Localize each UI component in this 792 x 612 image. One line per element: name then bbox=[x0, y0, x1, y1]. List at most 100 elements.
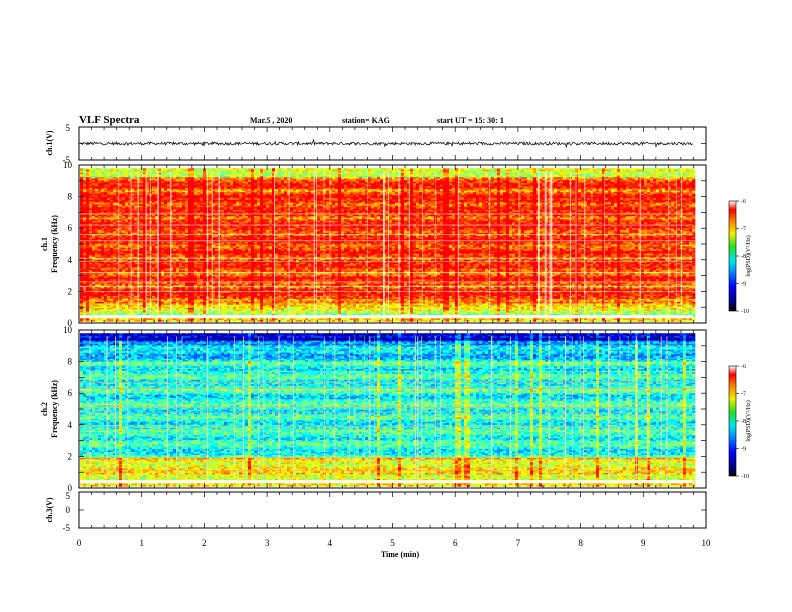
spectrogram-cell bbox=[83, 300, 87, 303]
spectrogram-cell bbox=[104, 250, 108, 253]
spectrogram-cell bbox=[95, 300, 99, 303]
spectrogram-cell bbox=[131, 211, 135, 214]
spectrogram-cell bbox=[107, 300, 111, 303]
spectrogram-cell bbox=[80, 223, 84, 226]
spectrogram-cell bbox=[119, 295, 123, 298]
spectrogram-cell bbox=[80, 186, 84, 188]
spectrogram-cell bbox=[83, 226, 87, 229]
spectrogram-cell bbox=[80, 249, 84, 252]
spectrogram-cell bbox=[122, 207, 126, 209]
spectrogram-cell bbox=[95, 190, 99, 193]
spectrogram-cell bbox=[89, 249, 93, 252]
spectrogram-cell bbox=[80, 234, 84, 237]
spectrogram-cell bbox=[110, 318, 114, 321]
spectrogram-cell bbox=[80, 261, 84, 264]
spectrogram-cell bbox=[110, 189, 114, 191]
spectrogram-cell bbox=[92, 198, 96, 200]
spectrogram-cell bbox=[101, 172, 105, 175]
spectrogram-cell bbox=[149, 319, 153, 322]
spectrogram-cell bbox=[122, 232, 126, 235]
spectrogram-cell bbox=[122, 231, 126, 234]
spectrogram-cell bbox=[92, 199, 96, 202]
spectrogram-cell bbox=[98, 220, 102, 223]
spectrogram-cell bbox=[122, 183, 126, 185]
spectrogram-cell bbox=[110, 232, 114, 235]
spectrogram-cell bbox=[119, 237, 123, 240]
spectrogram-cell bbox=[95, 244, 99, 247]
spectrogram-cell bbox=[83, 192, 87, 194]
spectrogram-cell bbox=[101, 241, 105, 244]
spectrogram-cell bbox=[101, 174, 105, 176]
spectrogram-cell bbox=[113, 261, 117, 264]
spectrogram-cell bbox=[83, 172, 87, 175]
spectrogram-cell bbox=[113, 183, 117, 185]
spectrogram-cell bbox=[104, 303, 108, 306]
spectrogram-cell bbox=[122, 192, 126, 194]
spectrogram-cell bbox=[110, 312, 114, 315]
spectrogram-cell bbox=[104, 181, 108, 184]
spectrogram-cell bbox=[119, 220, 123, 223]
spectrogram-cell bbox=[116, 268, 120, 271]
spectrogram-cell bbox=[89, 312, 93, 315]
spectrogram-cell bbox=[110, 229, 114, 232]
spectrogram-cell bbox=[119, 189, 123, 191]
spectrogram-cell bbox=[86, 228, 90, 231]
spectrogram-cell bbox=[107, 283, 111, 286]
spectrogram-cell bbox=[215, 220, 219, 223]
spectrogram-cell bbox=[86, 313, 90, 316]
spectrogram-cell bbox=[119, 219, 123, 221]
spectrogram-cell bbox=[92, 193, 96, 196]
spectrogram-cell bbox=[122, 238, 126, 241]
spectrogram-cell bbox=[110, 177, 114, 179]
spectrogram-cell bbox=[98, 292, 102, 295]
spectrogram-cell bbox=[119, 240, 123, 243]
spectrogram-cell bbox=[101, 268, 105, 271]
spectrogram-cell bbox=[122, 169, 126, 172]
spectrogram-cell bbox=[197, 220, 201, 223]
spectrogram-cell bbox=[104, 307, 108, 310]
spectrogram-cell bbox=[119, 205, 123, 208]
spectrogram-cell bbox=[98, 249, 102, 252]
spectrogram-cell bbox=[98, 279, 102, 282]
spectrogram-cell bbox=[110, 261, 114, 264]
spectrogram-cell bbox=[98, 204, 102, 206]
spectrogram-cell bbox=[98, 228, 102, 231]
spectrogram-cell bbox=[158, 319, 162, 322]
spectrogram-cell bbox=[122, 297, 126, 300]
spectrogram-cell bbox=[98, 175, 102, 178]
spectrogram-cell bbox=[89, 175, 93, 178]
spectrogram-cell bbox=[137, 319, 141, 322]
spectrogram-cell bbox=[107, 192, 111, 194]
spectrogram-cell bbox=[95, 208, 99, 211]
spectrogram-cell bbox=[125, 168, 129, 170]
spectrogram-cell bbox=[104, 171, 108, 173]
spectrogram-cell bbox=[113, 180, 117, 182]
spectrogram-cell bbox=[116, 243, 120, 246]
spectrogram-cell bbox=[122, 186, 126, 188]
spectrogram-cell bbox=[95, 223, 99, 226]
spectrogram-cell bbox=[119, 169, 123, 172]
spectrogram-cell bbox=[110, 246, 114, 249]
spectrogram-cell bbox=[179, 220, 183, 223]
spectrogram-cell bbox=[119, 313, 123, 316]
spectrogram-cell bbox=[98, 207, 102, 209]
spectrogram-cell bbox=[113, 253, 117, 256]
spectrogram-cell bbox=[107, 207, 111, 209]
spectrogram-cell bbox=[110, 250, 114, 253]
spectrogram-cell bbox=[113, 192, 117, 194]
spectrogram-cell bbox=[110, 282, 114, 285]
spectrogram-cell bbox=[95, 261, 99, 264]
spectrogram-cell bbox=[83, 199, 87, 202]
spectrogram-cell bbox=[104, 216, 108, 218]
spectrogram-cell bbox=[110, 226, 114, 229]
spectrogram-cell bbox=[122, 244, 126, 247]
spectrogram-cell bbox=[188, 319, 192, 322]
spectrogram-cell bbox=[101, 318, 105, 321]
spectrogram-cell bbox=[104, 207, 108, 209]
spectrogram-cell bbox=[104, 195, 108, 197]
spectrogram-cell bbox=[113, 243, 117, 246]
spectrogram-cell bbox=[113, 301, 117, 304]
spectrogram-cell bbox=[104, 249, 108, 252]
spectrogram-cell bbox=[89, 234, 93, 237]
spectrogram-cell bbox=[104, 202, 108, 205]
